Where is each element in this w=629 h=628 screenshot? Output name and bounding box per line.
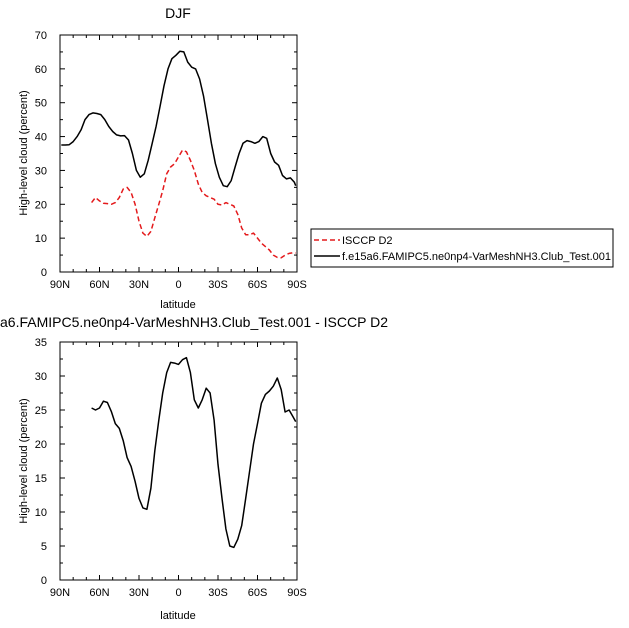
top-chart-ticks: 90N 60N 30N 0 30S 60S 90S 0 10 20 30 40 50 60 70: [35, 30, 307, 291]
top-x-tick-label: 60N: [89, 279, 109, 291]
bottom-y-tick-label: 30: [35, 371, 47, 383]
bottom-y-tick-label: 20: [35, 439, 47, 451]
bottom-series-line-0: [91, 356, 297, 549]
top-y-axis-label: High-level cloud (percent): [18, 90, 30, 215]
bottom-x-tick-label: 30N: [129, 587, 149, 599]
bottom-chart-marks: [91, 356, 297, 549]
top-chart-marks: [61, 50, 297, 259]
legend: ISCCP D2 f.e15a6.FAMIPC5.ne0np4-VarMeshN…: [310, 228, 614, 268]
top-plot-frame: [59, 34, 298, 273]
bottom-x-tick-label: 90S: [287, 587, 307, 599]
top-y-tick-label: 10: [35, 233, 47, 245]
top-x-tick-label: 0: [175, 279, 181, 291]
bottom-y-tick-label: 0: [41, 575, 47, 587]
top-y-tick-label: 70: [35, 30, 47, 42]
legend-label-isccp: ISCCP D2: [342, 235, 393, 247]
top-x-tick-label: 60S: [248, 279, 268, 291]
bottom-y-tick-label: 25: [35, 405, 47, 417]
bottom-x-tick-label: 60S: [248, 587, 268, 599]
bottom-chart-ticks: 90N 60N 30N 0 30S 60S 90S 0 5 10 15 20 25 30 35: [35, 337, 307, 599]
top-y-tick-label: 20: [35, 199, 47, 211]
top-x-tick-label: 30N: [129, 279, 149, 291]
top-series-line-0: [91, 149, 296, 259]
top-panel: DJF 90N 60N 30N 0 30S 60S 90S 0 10 20 30 40 50 60 70 l…: [18, 5, 307, 311]
top-y-tick-label: 40: [35, 132, 47, 144]
bottom-y-tick-label: 5: [41, 541, 47, 553]
top-y-tick-label: 30: [35, 165, 47, 177]
bottom-y-tick-label: 15: [35, 473, 47, 485]
bottom-y-axis-label: High-level cloud (percent): [18, 398, 30, 523]
bottom-x-tick-label: 0: [175, 587, 181, 599]
bottom-y-tick-label: 10: [35, 507, 47, 519]
top-series-line-1: [61, 50, 297, 188]
bottom-x-axis-label: latitude: [160, 610, 195, 622]
bottom-x-tick-label: 60N: [89, 587, 109, 599]
bottom-x-tick-label: 90N: [50, 587, 70, 599]
top-x-axis-label: latitude: [160, 299, 195, 311]
bottom-plot-frame: [59, 341, 298, 581]
top-y-tick-label: 0: [41, 267, 47, 279]
bottom-x-tick-label: 30S: [208, 587, 228, 599]
top-y-tick-label: 50: [35, 98, 47, 110]
top-x-tick-label: 90S: [287, 279, 307, 291]
top-x-tick-label: 90N: [50, 279, 70, 291]
top-x-tick-label: 30S: [208, 279, 228, 291]
legend-label-model: f.e15a6.FAMIPC5.ne0np4-VarMeshNH3.Club_T…: [342, 251, 611, 263]
bottom-panel: a6.FAMIPC5.ne0np4-VarMeshNH3.Club_Test.0…: [0, 314, 388, 622]
bottom-y-tick-label: 35: [35, 337, 47, 349]
top-y-tick-label: 60: [35, 64, 47, 76]
top-chart-title: DJF: [165, 5, 191, 21]
bottom-chart-title: a6.FAMIPC5.ne0np4-VarMeshNH3.Club_Test.0…: [0, 314, 388, 330]
legend-box: [310, 228, 614, 268]
